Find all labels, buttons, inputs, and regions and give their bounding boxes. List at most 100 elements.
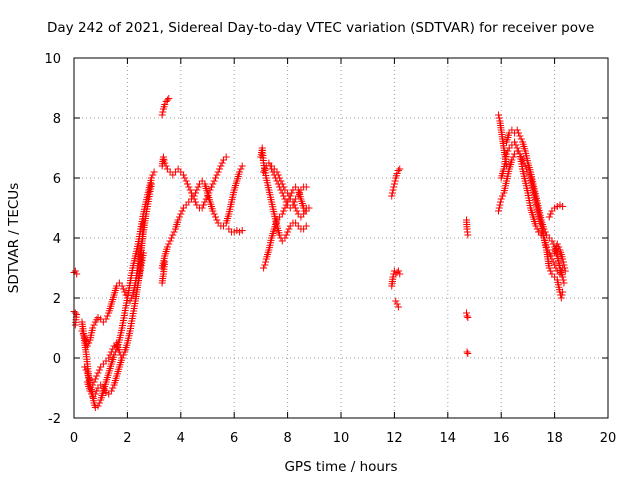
chart-title: Day 242 of 2021, Sidereal Day-to-day VTE…: [47, 20, 594, 36]
data-point: [545, 213, 553, 221]
data-point: [222, 153, 230, 161]
data-point: [391, 177, 399, 185]
data-point: [160, 156, 168, 164]
data-point: [216, 165, 224, 173]
data-point: [561, 264, 569, 272]
plot-frame: [73, 57, 609, 419]
data-point: [170, 228, 178, 236]
data-point: [210, 210, 218, 218]
data-point: [122, 291, 130, 299]
data-point: [238, 162, 246, 170]
data-point: [209, 207, 217, 215]
data-point: [302, 204, 310, 212]
data-point: [545, 264, 553, 272]
data-point: [533, 225, 541, 233]
data-point: [515, 147, 523, 155]
data-point: [107, 387, 115, 395]
data-point: [107, 348, 115, 356]
data-point: [551, 261, 559, 269]
data-point: [71, 267, 79, 275]
data-point: [549, 258, 557, 266]
data-point: [193, 186, 201, 194]
data-point: [119, 285, 127, 293]
data-point: [499, 192, 507, 200]
data-point: [495, 114, 503, 122]
data-point: [78, 327, 86, 335]
grid: [74, 58, 608, 418]
data-point: [261, 165, 269, 173]
data-point: [393, 300, 401, 308]
data-point: [190, 192, 198, 200]
data-point: [390, 183, 398, 191]
data-point: [464, 314, 472, 321]
data-point: [513, 144, 521, 152]
data-point: [71, 321, 79, 329]
data-point: [105, 354, 113, 362]
data-point: [191, 198, 199, 206]
data-point: [559, 255, 567, 263]
data-point: [83, 342, 91, 350]
data-point: [541, 228, 549, 236]
y-tick-label: 0: [53, 352, 61, 367]
data-point: [71, 309, 79, 317]
data-point: [149, 171, 157, 179]
data-point: [394, 167, 402, 174]
data-point: [118, 354, 126, 362]
data-point: [89, 381, 97, 389]
data-point: [212, 174, 220, 182]
data-point: [178, 207, 186, 215]
data-point: [91, 375, 99, 383]
data-point: [278, 180, 286, 188]
data-point: [282, 201, 290, 209]
data-point: [302, 222, 310, 230]
data-point: [183, 180, 191, 188]
y-tick-label: 4: [53, 232, 61, 247]
data-point: [394, 303, 402, 311]
data-point: [513, 126, 521, 134]
data-point: [508, 156, 516, 164]
data-point: [82, 366, 90, 374]
data-point: [185, 183, 193, 191]
x-tick-label: 20: [600, 431, 617, 446]
data-point: [118, 282, 126, 290]
data-point: [169, 231, 177, 239]
data-point: [214, 168, 222, 176]
data-point: [497, 195, 505, 203]
data-point: [177, 210, 185, 218]
data-point: [516, 132, 524, 140]
data-point: [86, 387, 94, 395]
data-point: [174, 216, 182, 224]
data-point: [95, 399, 103, 407]
data-point: [292, 204, 300, 212]
data-point: [540, 225, 548, 233]
data-point: [93, 387, 101, 395]
data-point: [175, 213, 183, 221]
data-point: [179, 171, 187, 179]
data-point: [285, 192, 293, 200]
data-point: [495, 204, 503, 212]
data-point: [547, 267, 555, 275]
data-point: [280, 207, 288, 215]
data-point: [504, 147, 512, 155]
data-point: [511, 138, 519, 146]
data-point: [284, 189, 292, 197]
data-point: [91, 390, 99, 398]
data-point: [90, 378, 98, 386]
data-point: [217, 162, 225, 170]
data-point: [119, 351, 127, 359]
data-point: [278, 210, 286, 218]
data-point: [158, 111, 166, 119]
data-point: [273, 168, 281, 176]
x-axis-label: GPS time / hours: [284, 459, 397, 475]
data-point: [167, 234, 175, 242]
data-point: [209, 180, 217, 188]
data-point: [509, 153, 517, 161]
data-point: [548, 237, 556, 245]
x-tick-label: 8: [283, 431, 291, 446]
data-point: [560, 261, 568, 269]
data-point: [276, 231, 284, 239]
x-tick-label: 0: [70, 431, 78, 446]
data-point: [389, 186, 397, 194]
data-point: [161, 258, 169, 266]
data-point: [161, 101, 169, 108]
